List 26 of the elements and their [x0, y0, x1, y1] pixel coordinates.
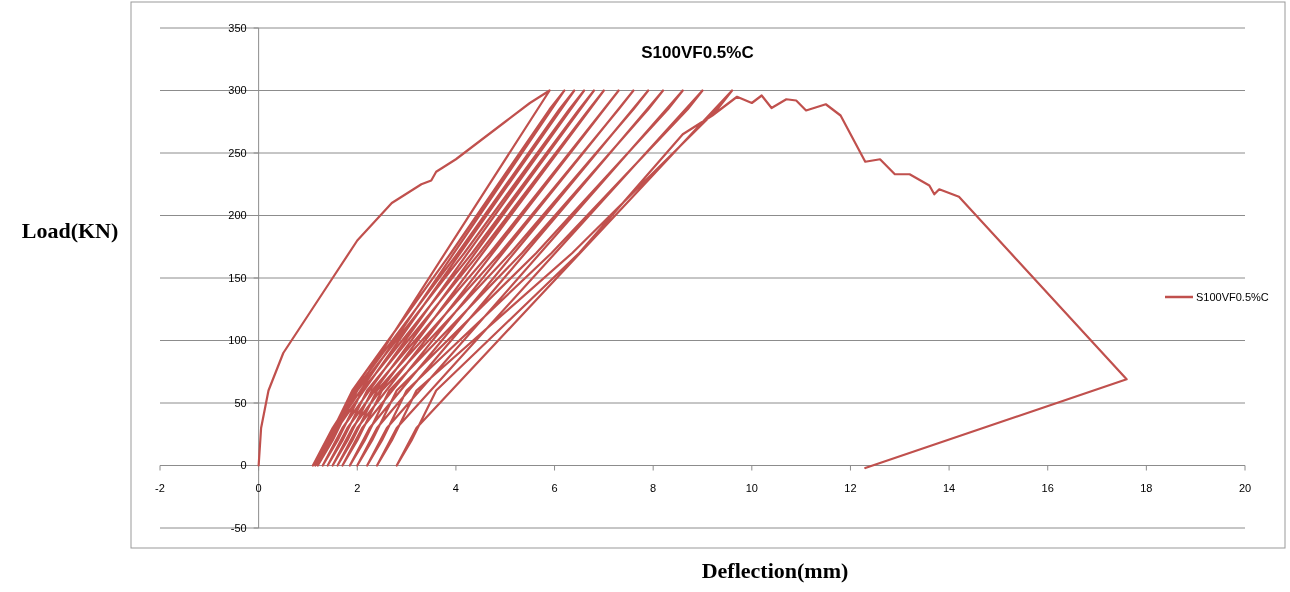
line-series — [257, 89, 1128, 470]
y-tick-label: 350 — [228, 21, 247, 34]
x-tick-label: 16 — [1041, 481, 1054, 494]
x-tick-label: 2 — [354, 481, 361, 494]
text: S100VF0.5%C — [641, 43, 754, 62]
x-tick-label: 20 — [1238, 481, 1252, 494]
y-tick-label: 150 — [228, 271, 247, 284]
x-tick-label: 10 — [745, 481, 758, 494]
y-tick-label: 0 — [240, 459, 247, 472]
x-tick-label: 18 — [1140, 481, 1153, 494]
y-tick-label: 250 — [228, 146, 247, 159]
y-axis-title: Load(KN) — [21, 218, 119, 243]
x-tick-label: -2 — [155, 481, 165, 494]
y-tick-label: 200 — [228, 209, 247, 222]
x-tick-label: 6 — [551, 481, 558, 494]
x-axis-title: Deflection(mm) — [701, 558, 849, 583]
x-tick-label: 0 — [255, 481, 262, 494]
x-tick-label: 4 — [452, 481, 459, 494]
x-tick-label: 12 — [844, 481, 857, 494]
y-tick-label: 300 — [228, 84, 247, 97]
y-tick-label: 50 — [234, 396, 247, 409]
y-tick-label: 100 — [228, 334, 247, 347]
x-tick-label: 14 — [942, 481, 956, 494]
legend-label: S100VF0.5%C — [1196, 290, 1269, 303]
y-tick-label: -50 — [230, 521, 247, 534]
x-tick-label: 8 — [650, 481, 657, 494]
